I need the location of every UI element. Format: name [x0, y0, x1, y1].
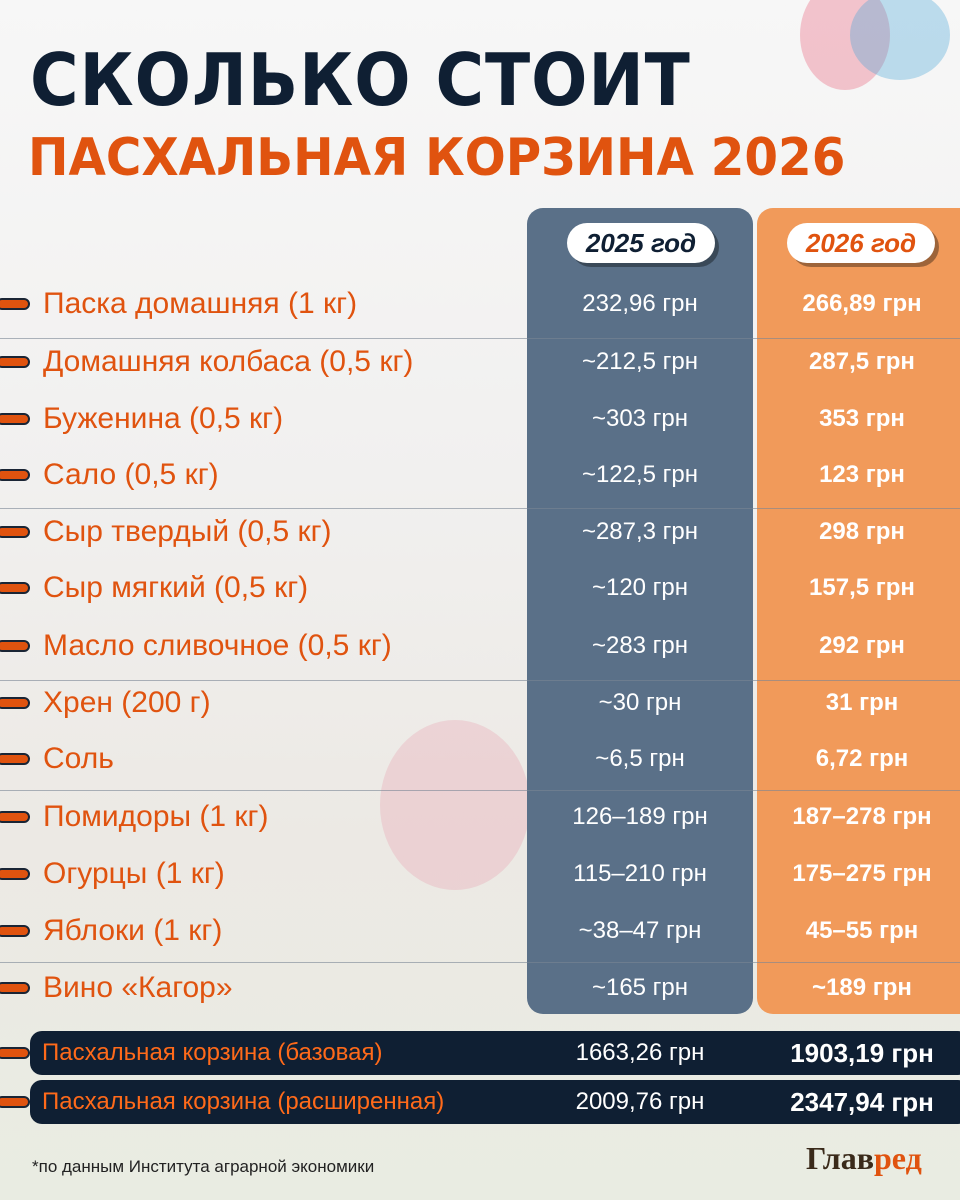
column-header-2025: 2025 год — [567, 223, 715, 263]
table-row: Сыр мягкий (0,5 кг) ~120 грн 157,5 грн — [0, 568, 960, 608]
price-2025: ~165 грн — [591, 974, 689, 1001]
price-2026: 175–275 грн — [792, 860, 932, 887]
item-name: Сыр мягкий (0,5 кг) — [43, 571, 309, 604]
item-name: Сало (0,5 кг) — [43, 458, 219, 491]
bullet-dash-icon — [0, 526, 30, 538]
bullet-dash-icon — [0, 868, 30, 880]
bullet-dash-icon — [0, 469, 30, 481]
total-2026: 2347,94 грн — [790, 1086, 934, 1117]
price-2025: ~303 грн — [591, 405, 689, 432]
total-row: Пасхальная корзина (расширенная) 2009,76… — [0, 1082, 960, 1122]
table-row: Огурцы (1 кг) 115–210 грн 175–275 грн — [0, 854, 960, 894]
table-row: Домашняя колбаса (0,5 кг) ~212,5 грн 287… — [0, 342, 960, 382]
table-row: Хрен (200 г) ~30 грн 31 грн — [0, 683, 960, 723]
bullet-dash-icon — [0, 356, 30, 368]
bullet-dash-icon — [0, 753, 30, 765]
table-row: Помидоры (1 кг) 126–189 грн 187–278 грн — [0, 797, 960, 837]
bullet-dash-icon — [0, 982, 30, 994]
table-row: Буженина (0,5 кг) ~303 грн 353 грн — [0, 399, 960, 439]
price-2025: 115–210 грн — [573, 860, 707, 887]
item-name: Яблоки (1 кг) — [43, 914, 223, 947]
price-2026: 123 грн — [819, 461, 905, 488]
price-2026: 298 грн — [819, 518, 905, 545]
table-row: Масло сливочное (0,5 кг) ~283 грн 292 гр… — [0, 626, 960, 666]
row-divider — [0, 508, 960, 509]
table-row: Паска домашняя (1 кг) 232,96 грн 266,89 … — [0, 284, 960, 324]
item-name: Хрен (200 г) — [43, 686, 211, 719]
bullet-dash-icon — [0, 1096, 30, 1108]
bullet-dash-icon — [0, 925, 30, 937]
row-divider — [0, 790, 960, 791]
price-2026: 353 грн — [819, 405, 905, 432]
column-header-2026: 2026 год — [787, 223, 935, 263]
row-divider — [0, 680, 960, 681]
bullet-dash-icon — [0, 413, 30, 425]
bullet-dash-icon — [0, 697, 30, 709]
price-2026: 187–278 грн — [792, 803, 932, 830]
title-line-2: ПАСХАЛЬНАЯ КОРЗИНА 2026 — [28, 128, 846, 188]
item-name: Масло сливочное (0,5 кг) — [43, 629, 392, 662]
easter-egg-decoration — [380, 720, 530, 890]
column-2026-background — [757, 208, 960, 1014]
total-row: Пасхальная корзина (базовая) 1663,26 грн… — [0, 1033, 960, 1073]
bullet-dash-icon — [0, 1047, 30, 1059]
table-row: Яблоки (1 кг) ~38–47 грн 45–55 грн — [0, 911, 960, 951]
table-row: Сыр твердый (0,5 кг) ~287,3 грн 298 грн — [0, 512, 960, 552]
total-row-background — [30, 1031, 960, 1075]
row-divider — [0, 338, 960, 339]
table-row: Соль ~6,5 грн 6,72 грн — [0, 739, 960, 779]
item-name: Вино «Кагор» — [43, 971, 233, 1004]
price-2025: ~287,3 грн — [581, 518, 699, 545]
column-2025-background — [527, 208, 753, 1014]
item-name: Паска домашняя (1 кг) — [43, 287, 358, 320]
bullet-dash-icon — [0, 811, 30, 823]
price-2026: 287,5 грн — [809, 348, 915, 375]
price-2025: 232,96 грн — [582, 290, 698, 317]
total-2025: 2009,76 грн — [575, 1088, 705, 1115]
price-2026: ~189 грн — [812, 974, 912, 1001]
footnote: *по данным Института аграрной экономики — [32, 1157, 375, 1176]
price-2025: ~283 грн — [591, 632, 689, 659]
row-divider — [0, 962, 960, 963]
easter-egg-decoration — [800, 0, 890, 90]
total-2025: 1663,26 грн — [575, 1039, 705, 1066]
price-2025: ~30 грн — [598, 689, 682, 716]
price-2026: 6,72 грн — [815, 745, 909, 772]
total-row-background — [30, 1080, 960, 1124]
bullet-dash-icon — [0, 298, 30, 310]
price-2026: 45–55 грн — [805, 917, 919, 944]
price-2025: ~6,5 грн — [595, 745, 685, 772]
easter-egg-decoration — [850, 0, 950, 80]
price-2025: ~38–47 грн — [578, 917, 702, 944]
total-2026: 1903,19 грн — [790, 1037, 934, 1068]
bullet-dash-icon — [0, 582, 30, 594]
item-name: Домашняя колбаса (0,5 кг) — [43, 345, 414, 378]
price-2025: ~212,5 грн — [581, 348, 699, 375]
price-2026: 157,5 грн — [809, 574, 915, 601]
price-2026: 266,89 грн — [802, 290, 922, 317]
price-2025: ~120 грн — [591, 574, 689, 601]
item-name: Помидоры (1 кг) — [43, 800, 269, 833]
price-2025: ~122,5 грн — [581, 461, 699, 488]
price-2026: 292 грн — [819, 632, 905, 659]
price-2026: 31 грн — [825, 689, 899, 716]
title-line-1: СКОЛЬКО СТОИТ — [30, 38, 691, 122]
table-row: Вино «Кагор» ~165 грн ~189 грн — [0, 968, 960, 1008]
price-2025: 126–189 грн — [572, 803, 708, 830]
item-name: Буженина (0,5 кг) — [43, 402, 284, 435]
total-name: Пасхальная корзина (базовая) — [42, 1039, 383, 1066]
table-row: Сало (0,5 кг) ~122,5 грн 123 грн — [0, 455, 960, 495]
item-name: Огурцы (1 кг) — [43, 857, 225, 890]
bullet-dash-icon — [0, 640, 30, 652]
total-name: Пасхальная корзина (расширенная) — [42, 1088, 445, 1115]
item-name: Соль — [43, 742, 114, 775]
item-name: Сыр твердый (0,5 кг) — [43, 515, 332, 548]
logo: Главред — [806, 1140, 922, 1176]
